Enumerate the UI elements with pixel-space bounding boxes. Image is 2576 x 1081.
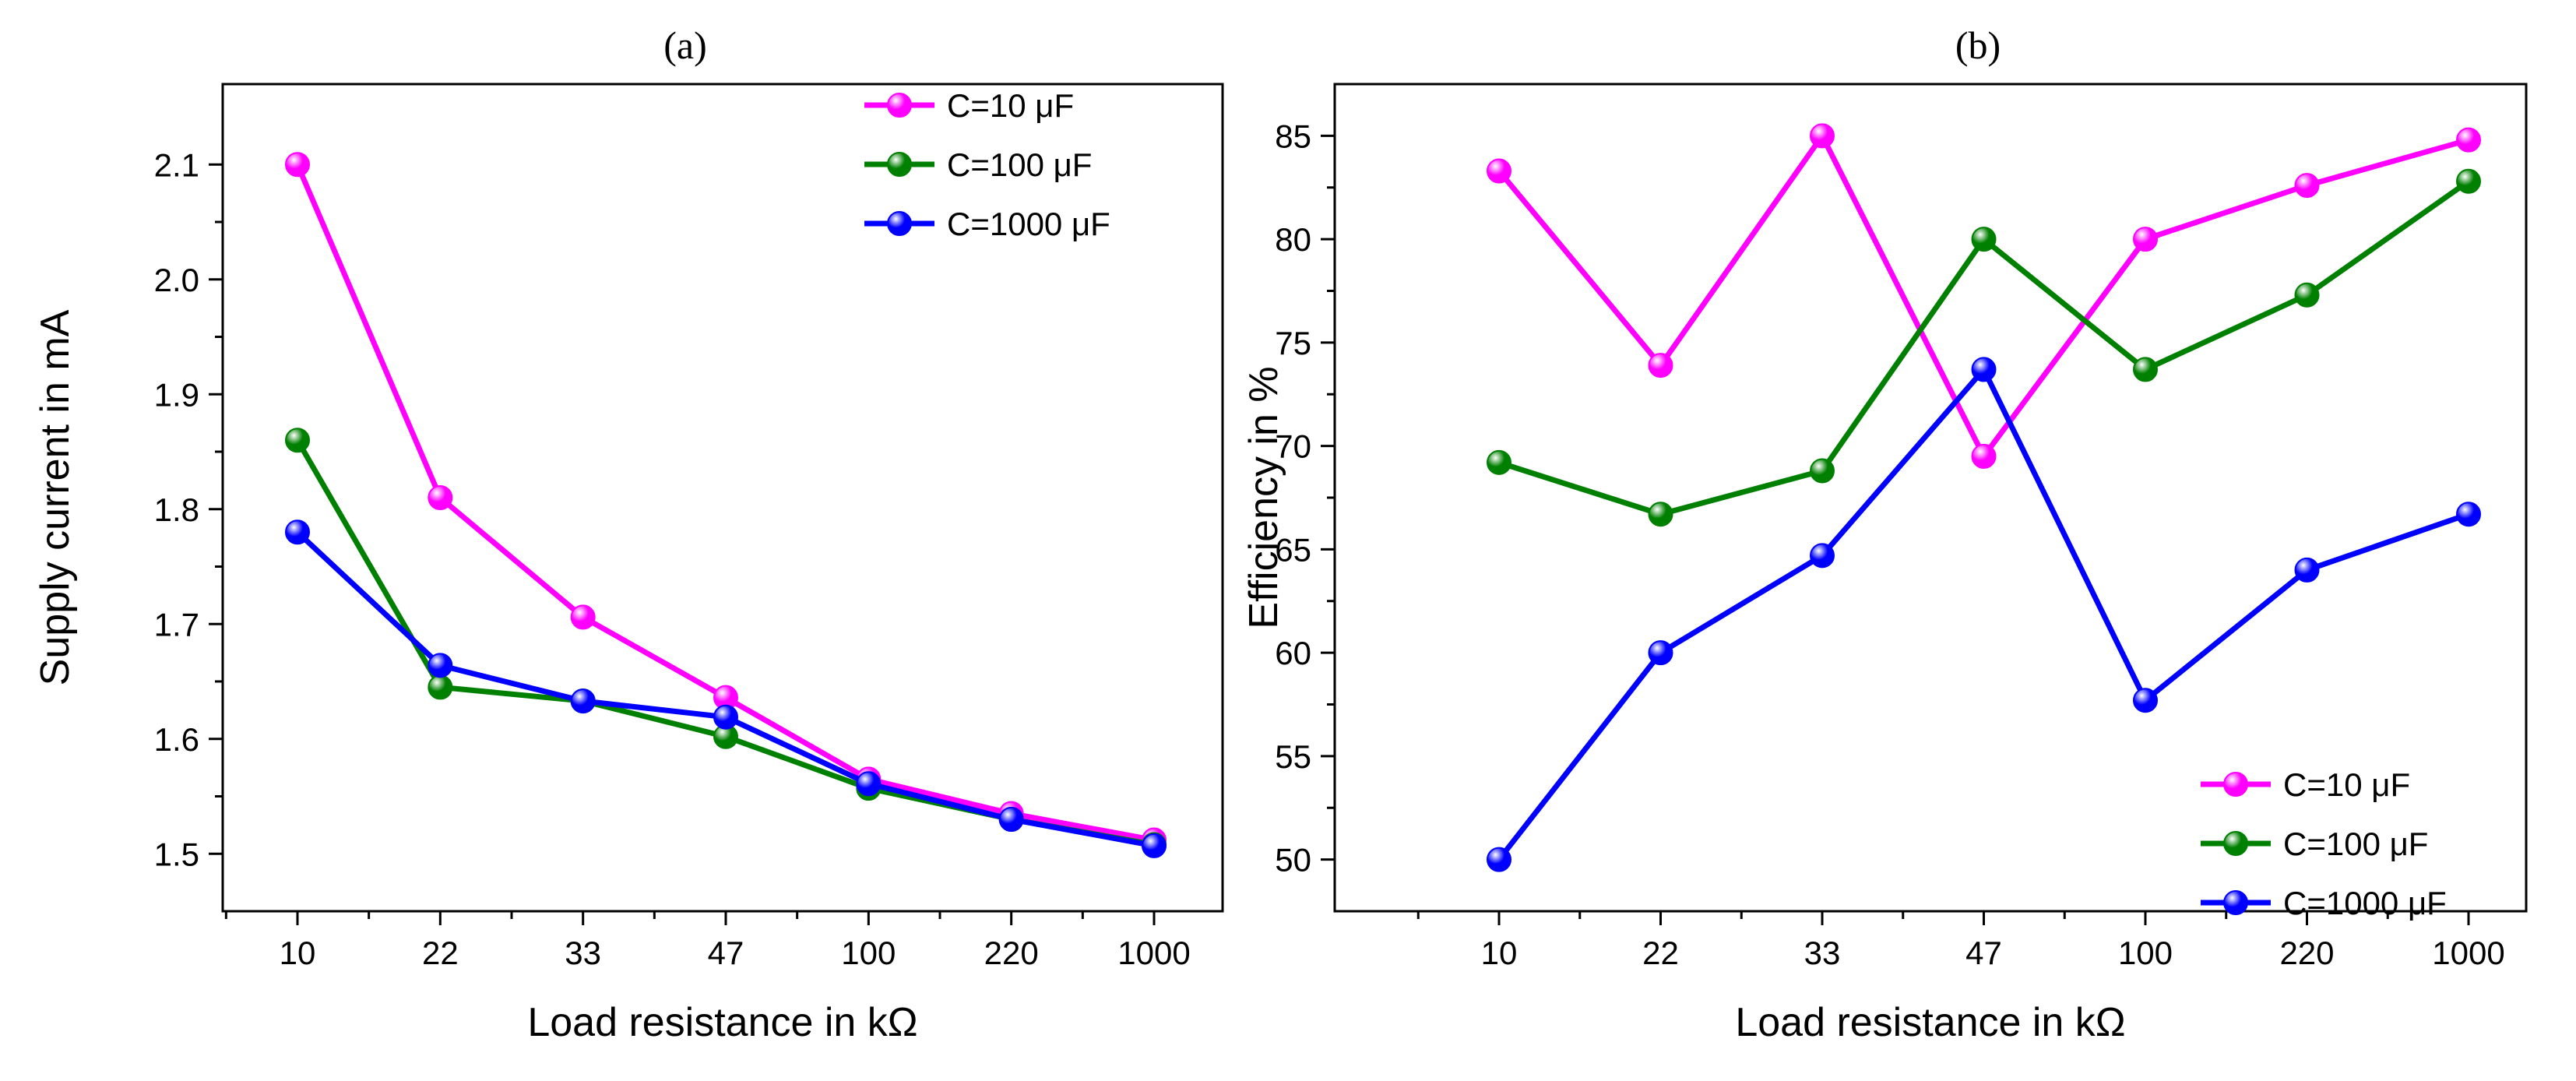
x-tick-label: 220 — [984, 935, 1039, 971]
y-tick-label: 1.9 — [154, 376, 199, 413]
series-1 — [1487, 168, 2481, 527]
x-tick-label: 10 — [280, 935, 316, 971]
data-point — [285, 152, 310, 178]
data-point — [2294, 282, 2320, 308]
x-tick-label: 22 — [1642, 935, 1679, 971]
y-tick-label: 2.0 — [154, 262, 199, 298]
x-axis-title: Load resistance in kΩ — [527, 1000, 917, 1045]
data-point — [1971, 227, 1997, 252]
data-point — [2456, 168, 2481, 194]
legend-marker — [887, 93, 912, 118]
data-point — [1142, 833, 1167, 858]
x-tick-label: 47 — [1965, 935, 2002, 971]
data-point — [2133, 688, 2158, 713]
x-tick-label: 100 — [841, 935, 896, 971]
data-point — [1810, 543, 1835, 569]
chart-panel-a: (a) 1.5 1.6 1.7 1.8 1.9 2.0 2.1 10 22 33 47 100 220 10… — [33, 23, 1224, 1045]
legend-label: C=10 μF — [2283, 766, 2410, 803]
data-point — [2133, 357, 2158, 382]
y-tick-label: 2.1 — [154, 146, 199, 183]
data-point — [1648, 502, 1673, 527]
y-tick-label: 80 — [1275, 221, 1311, 258]
y-tick-label: 1.5 — [154, 836, 199, 872]
legend: C=10 μF C=100 μF C=1000 μF — [864, 87, 1110, 242]
y-tick-label: 50 — [1275, 842, 1311, 879]
x-axis-title: Load resistance in kΩ — [1735, 1000, 2125, 1045]
data-point — [1971, 357, 1997, 382]
series-2 — [1487, 357, 2481, 872]
x-tick-label: 1000 — [1117, 935, 1190, 971]
legend-label: C=1000 μF — [947, 206, 1110, 242]
chart-panel-b: (b) 50 55 60 65 70 75 80 85 10 22 33 47 100 220 1000 Loa… — [1241, 23, 2528, 1045]
data-point — [1648, 640, 1673, 666]
data-point — [713, 704, 738, 730]
data-point — [570, 688, 596, 714]
y-tick-label: 65 — [1275, 531, 1311, 568]
y-axis-title: Supply current in mA — [33, 309, 78, 685]
data-point — [1648, 353, 1673, 379]
data-point — [2133, 227, 2158, 252]
x-tick-label: 33 — [565, 935, 601, 971]
legend-marker — [887, 152, 912, 177]
data-point — [2456, 127, 2481, 153]
legend-label: C=1000 μF — [2283, 885, 2447, 921]
plot-frame — [221, 83, 1224, 913]
y-tick-label: 1.7 — [154, 606, 199, 643]
series-line — [294, 438, 1155, 847]
legend-label: C=100 μF — [2283, 826, 2428, 862]
legend-marker — [2223, 890, 2248, 915]
data-point — [1487, 847, 1511, 872]
data-point — [2456, 502, 2481, 527]
data-point — [1487, 158, 1511, 184]
legend-marker — [887, 211, 912, 236]
data-point — [428, 653, 453, 678]
series-0 — [1487, 123, 2481, 469]
panel-label: (a) — [663, 23, 707, 67]
x-tick-label: 100 — [2118, 935, 2173, 971]
data-point — [2294, 557, 2320, 583]
y-tick-label: 1.6 — [154, 721, 199, 758]
x-tick-label: 22 — [422, 935, 459, 971]
legend-marker — [2223, 831, 2248, 856]
data-point — [1487, 449, 1511, 475]
data-point — [428, 674, 453, 700]
legend: C=10 μF C=100 μF C=1000 μF — [2201, 766, 2447, 921]
x-tick-label: 47 — [708, 935, 744, 971]
y-tick-label: 55 — [1275, 738, 1311, 775]
data-point — [285, 519, 310, 545]
data-point — [856, 771, 882, 797]
y-tick-label: 1.8 — [154, 491, 199, 528]
y-tick-label: 60 — [1275, 635, 1311, 671]
panel-label: (b) — [1955, 23, 2001, 67]
data-point — [1810, 123, 1835, 149]
y-axis-title: Efficiency in % — [1241, 366, 1286, 629]
data-point — [1810, 458, 1835, 484]
data-point — [998, 807, 1024, 832]
y-tick-label: 70 — [1275, 428, 1311, 465]
series-line — [1497, 132, 2469, 460]
x-tick-label: 1000 — [2432, 935, 2504, 971]
x-tick-label: 10 — [1481, 935, 1518, 971]
data-point — [428, 485, 453, 510]
x-tick-label: 33 — [1804, 935, 1841, 971]
data-point — [2294, 173, 2320, 199]
data-point — [1971, 443, 1997, 469]
series-2 — [285, 519, 1167, 858]
x-tick-label: 220 — [2279, 935, 2334, 971]
y-tick-label: 75 — [1275, 325, 1311, 361]
data-point — [285, 428, 310, 453]
legend-label: C=100 μF — [947, 146, 1092, 183]
y-tick-label: 85 — [1275, 118, 1311, 154]
legend-label: C=10 μF — [947, 87, 1074, 124]
data-point — [570, 604, 596, 630]
legend-marker — [2223, 772, 2248, 797]
